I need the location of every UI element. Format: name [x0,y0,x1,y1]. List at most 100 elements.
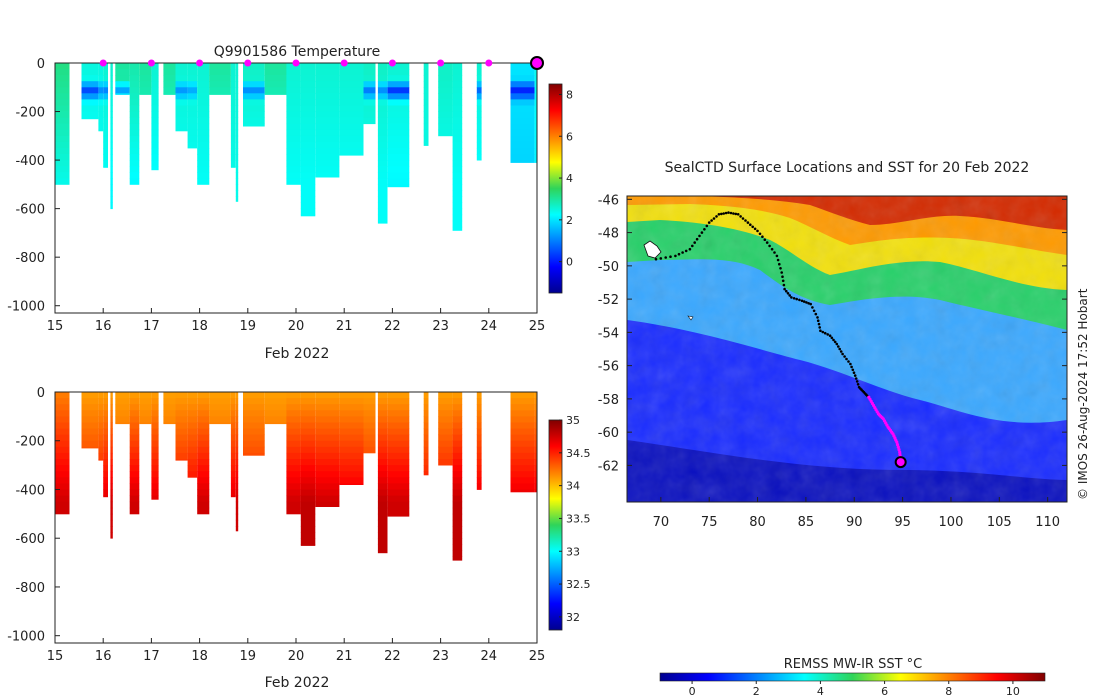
profile-cell [197,489,210,496]
profile-cell [110,471,113,478]
profile-cell [286,459,301,466]
x-tick-label: 15 [47,319,64,334]
profile-cell [235,446,239,454]
profile-cell [452,81,463,88]
profile-cell [175,434,188,442]
profile-cell [197,99,210,106]
profile-cell [197,410,210,417]
profile-cell [452,69,463,76]
profile-cell [55,440,70,448]
profile-cell [534,99,537,106]
profile-cell [264,422,282,425]
profile-cell [286,416,301,423]
profile-cell [286,87,301,94]
profile-cell [387,446,410,454]
track-point [779,267,782,270]
colorbar-tick-label: 2 [753,685,760,698]
profile-cell [423,422,429,429]
profile-cell [363,416,376,423]
sst-colorbar-ticks: 0 2 4 6 8 10 [689,681,1020,698]
track-point [705,224,709,228]
profile-cell [377,392,388,399]
profile-cell [300,141,316,149]
profile-cell [197,135,210,143]
profile-cell [476,422,482,429]
profile-cell [476,63,482,70]
profile-column [377,63,388,224]
profile-cell [81,87,99,94]
profile-cell [339,129,364,137]
profile-cell [339,63,364,70]
profile-cell [339,471,364,478]
profile-cell [175,81,188,88]
profile-cell [377,477,388,484]
profile-cell [230,75,236,82]
temperature-colorbar [548,83,563,294]
track-point [677,252,681,256]
profile-cell [452,135,463,143]
profile-cell [235,141,239,149]
profile-cell [377,519,388,527]
colorbar-tick-label: 8 [945,685,952,698]
profile-cell [110,111,113,118]
profile-cell [129,416,140,423]
profile-cell [163,93,176,95]
profile-cell [55,483,70,490]
profile-cell [300,489,316,496]
profile-cell [387,483,410,490]
profile-cell [235,129,239,137]
profile-cell [363,446,376,454]
track-point [895,440,899,444]
profile-cell [129,93,140,100]
track-point [854,377,858,380]
profile-cell [286,483,301,490]
y-tick-label: -200 [15,106,45,121]
profile-cell [534,422,537,429]
profile-cell [55,434,70,442]
track-point [763,238,767,241]
profile-cell [264,81,282,88]
profile-cell [55,495,70,503]
x-tick-label: 25 [529,649,546,664]
profile-cell [115,392,130,399]
profile-cell [187,392,198,399]
profile-cell [452,410,463,417]
profile-cell [315,69,340,76]
profile-cell [197,440,210,448]
profile-cell [230,129,236,137]
profile-column [243,392,265,456]
profile-cell [438,63,453,70]
profile-cell [377,141,388,149]
track-point [724,211,728,215]
profile-cell [476,141,482,149]
profile-cell [387,135,410,143]
profile-cell [315,465,340,472]
profile-cell [151,111,159,118]
profile-cell [243,398,265,405]
profile-cell [175,93,188,100]
profile-cell [423,69,429,76]
profile-cell [81,410,99,417]
profile-cell [98,404,104,411]
x-tick-label: 15 [47,649,64,664]
profile-cell [139,81,152,88]
profile-column [286,63,301,185]
profile-cell [115,404,130,411]
y-tick-label: -600 [15,203,45,218]
profile-cell [315,398,340,405]
profile-cell [81,63,99,70]
profile-cell [534,440,537,448]
profile-column [315,392,340,507]
profile-cell [510,452,535,460]
profile-cell [423,123,429,131]
profile-cell [476,459,482,466]
profile-cell [300,440,316,448]
profile-cell [452,87,463,94]
profile-cell [510,63,535,70]
profile-cell [235,507,239,515]
surface-marker [437,59,445,67]
profile-cell [163,392,176,399]
profile-cell [452,63,463,70]
profile-cell [187,428,198,436]
profile-cell [423,440,429,448]
